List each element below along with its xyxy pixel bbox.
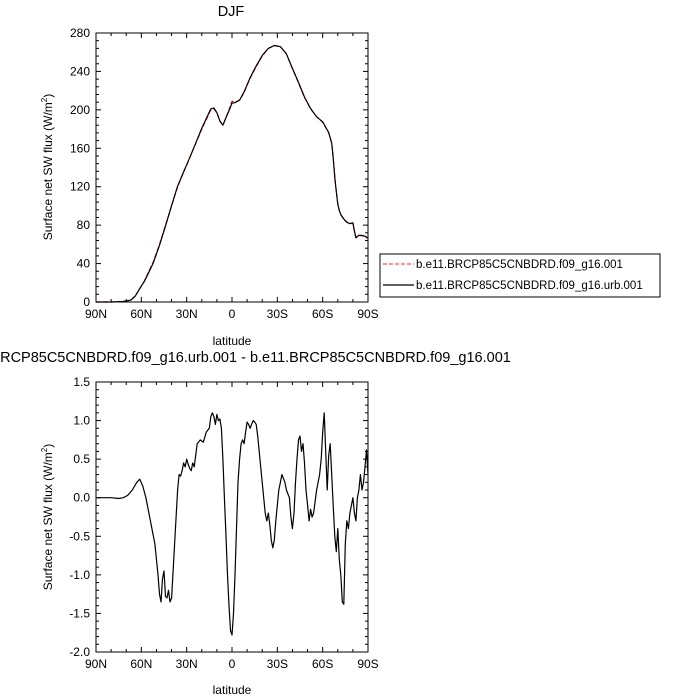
bottom-x-tick-label: 90N: [85, 657, 107, 671]
legend-label-experiment: b.e11.BRCP85C5CNBDRD.f09_g16.urb.001: [416, 280, 643, 292]
bottom-y-axis-label-sup: 2: [40, 447, 49, 452]
bottom-chart-title: b.e11.BRCP85C5CNBDRD.f09_g16.urb.001 - b…: [0, 350, 511, 366]
top-y-tick-label: 80: [77, 218, 91, 232]
bottom-x-tick-label: 30N: [176, 657, 198, 671]
top-x-axis-label: latitude: [213, 334, 252, 348]
bottom-plot-frame: [95, 381, 369, 653]
top-x-tick-label: 60N: [130, 307, 152, 321]
bottom-y-tick-label: -2.0: [69, 645, 90, 659]
bottom-x-tick-label: 60N: [130, 657, 152, 671]
bottom-series-lines: [96, 412, 369, 636]
bottom-y-tick-label: -0.5: [69, 529, 90, 543]
top-panel: DJF 90N 60N 30N 0 30S 60S 90S 0 40 80 120 160 200 240…: [40, 4, 379, 348]
top-y-tick-label: 160: [70, 141, 90, 155]
bottom-y-tick-label: 1.5: [73, 375, 90, 389]
top-y-axis-label-sup: 2: [40, 97, 49, 102]
top-series-line-1: [96, 44, 369, 303]
bottom-y-tick-label: 1.0: [73, 414, 90, 428]
top-y-axis-label: Surface net SW flux (W/m2): [40, 94, 55, 240]
top-x-tick-label: 60S: [312, 307, 333, 321]
bottom-x-tick-label: 0: [229, 657, 236, 671]
bottom-x-tick-label: 90S: [357, 657, 378, 671]
bottom-y-axis-label-main: Surface net SW flux (W/m: [41, 452, 55, 590]
top-chart-title: DJF: [218, 4, 245, 20]
top-y-tick-label: 280: [70, 26, 90, 40]
bottom-panel: b.e11.BRCP85C5CNBDRD.f09_g16.urb.001 - b…: [0, 350, 511, 697]
bottom-y-axis-label-close: ): [41, 444, 55, 448]
top-x-tick-label: 90N: [85, 307, 107, 321]
top-x-tick-label: 90S: [357, 307, 378, 321]
top-x-tick-label: 30N: [176, 307, 198, 321]
top-y-tick-label: 240: [70, 64, 90, 78]
bottom-y-tick-label: -1.5: [69, 606, 90, 620]
top-series-lines: [96, 44, 369, 303]
bottom-y-axis-label: Surface net SW flux (W/m2): [40, 444, 55, 590]
bottom-series-line-1: [96, 412, 369, 636]
top-x-tick-label: 0: [229, 307, 236, 321]
legend: b.e11.BRCP85C5CNBDRD.f09_g16.001 b.e11.B…: [379, 253, 661, 298]
top-y-tick-label: 200: [70, 103, 90, 117]
bottom-x-axis-label: latitude: [213, 683, 252, 697]
top-y-tick-label: 40: [77, 257, 91, 271]
top-y-tick-label: 120: [70, 180, 90, 194]
bottom-x-tick-label: 60S: [312, 657, 333, 671]
top-y-axis-label-close: ): [41, 94, 55, 98]
top-y-tick-label: 0: [83, 295, 90, 309]
bottom-y-tick-label: 0.5: [73, 452, 90, 466]
bottom-y-tick-label: 0.0: [73, 491, 90, 505]
top-x-tick-label: 30S: [267, 307, 288, 321]
top-plot-frame: [95, 32, 369, 303]
top-series-line-2: [96, 44, 369, 303]
top-axis-ticks: 90N 60N 30N 0 30S 60S 90S 0 40 80 120 160 200 240 280: [70, 26, 379, 321]
bottom-x-tick-label: 30S: [267, 657, 288, 671]
bottom-y-tick-label: -1.0: [69, 568, 90, 582]
legend-label-control: b.e11.BRCP85C5CNBDRD.f09_g16.001: [416, 259, 623, 271]
legend-box: [379, 253, 661, 298]
bottom-axis-ticks: 90N 60N 30N 0 30S 60S 90S -2.0 -1.5 -1.0 -0.5 0.0 0.…: [69, 375, 378, 671]
top-y-axis-label-main: Surface net SW flux (W/m: [41, 102, 55, 240]
